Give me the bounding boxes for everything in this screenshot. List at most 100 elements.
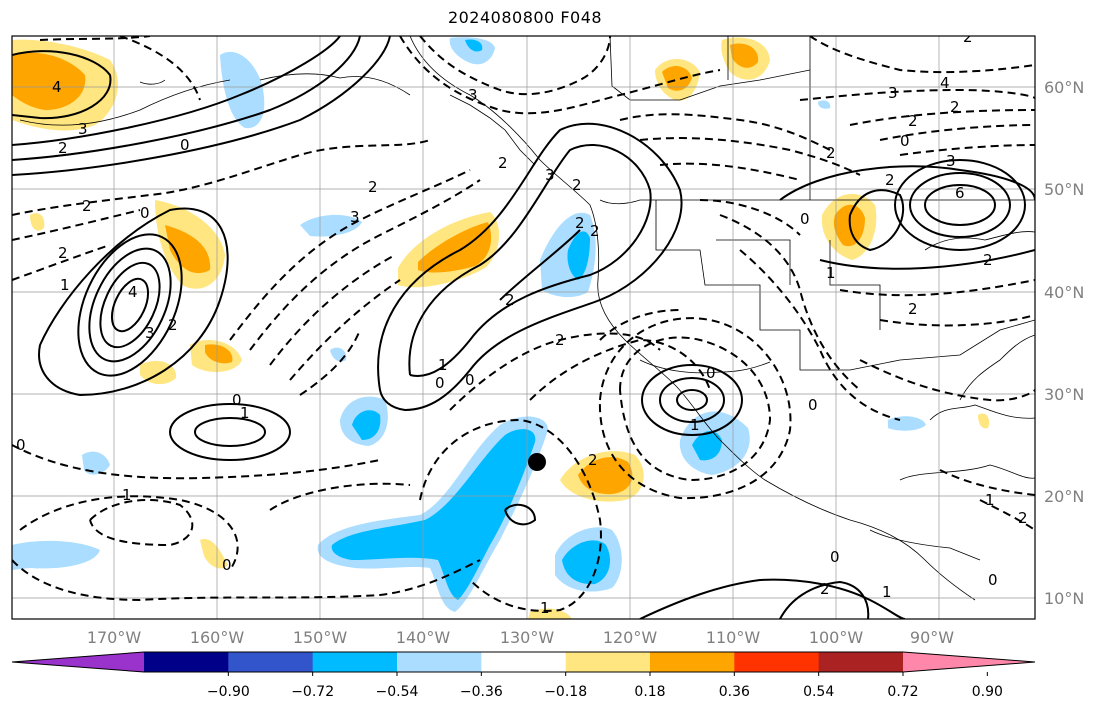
colorbar-bin <box>481 652 567 672</box>
shade-pos-dark <box>205 344 233 364</box>
contour-label: 2 <box>908 300 918 318</box>
colorbar-extend-low <box>12 652 144 672</box>
contour-label: 2 <box>575 214 585 232</box>
lat-tick-label: 30°N <box>1044 385 1084 404</box>
contour-label: 2 <box>820 580 830 598</box>
colorbar-tick-label: 0.18 <box>634 684 665 700</box>
contour-label: 2 <box>950 98 960 116</box>
shade-pos-light <box>978 413 990 429</box>
contour-label: 1 <box>985 491 995 509</box>
contour-label: 2 <box>908 112 918 130</box>
contour-label: 3 <box>946 152 956 170</box>
contour-label: 0 <box>222 556 232 574</box>
shade-pos-dark <box>165 225 211 274</box>
lon-tick-label: 130°W <box>500 628 555 647</box>
lat-tick-label: 40°N <box>1044 283 1084 302</box>
contour-label: 2 <box>168 316 178 334</box>
longitude-axis: 170°W 160°W 150°W 140°W 130°W 120°W 110°… <box>87 628 954 647</box>
solid-contours <box>12 36 1035 619</box>
contour-label: 0 <box>232 391 242 409</box>
contour-label: 2 <box>498 154 508 172</box>
contour-label: 0 <box>706 364 716 382</box>
colorbar-ticks: −0.90 −0.72 −0.54 −0.36 −0.18 0.18 0.36 0.54 0.7… <box>207 672 1003 700</box>
shade-neg-dark <box>331 429 536 600</box>
lon-tick-label: 170°W <box>87 628 142 647</box>
contour-label: 2 <box>368 178 378 196</box>
contour-label: 2 <box>826 144 836 162</box>
colorbar-bin <box>144 652 229 672</box>
colorbar-tick-label: −0.36 <box>460 684 503 700</box>
shade-neg-dark <box>567 231 590 280</box>
contour-label: 2 <box>58 139 68 157</box>
lon-tick-label: 100°W <box>809 628 864 647</box>
lat-tick-label: 60°N <box>1044 78 1084 97</box>
shade-neg-dark <box>465 39 483 52</box>
colorbar-extend-high <box>903 652 1035 672</box>
contour-label: 4 <box>128 283 138 301</box>
shade-pos-dark <box>730 43 759 68</box>
lat-tick-label: 10°N <box>1044 589 1084 608</box>
lon-tick-label: 150°W <box>293 628 348 647</box>
colorbar-bin <box>818 652 904 672</box>
contour-label: 2 <box>505 291 515 309</box>
lon-tick-label: 140°W <box>396 628 451 647</box>
shade-neg-light <box>449 37 495 65</box>
contour-label: 0 <box>830 548 840 566</box>
contour-label: 4 <box>52 78 62 96</box>
contour-label: 3 <box>78 120 88 138</box>
colorbar-bin <box>312 652 398 672</box>
colorbar-outline <box>11 651 1036 673</box>
colorbar-tick-label: 0.72 <box>887 684 918 700</box>
contour-label: 2 <box>983 251 993 269</box>
shade-neg-light <box>220 51 265 129</box>
contour-label: 6 <box>955 184 965 202</box>
shade-neg-light <box>300 214 362 237</box>
contour-label: 3 <box>545 166 555 184</box>
contour-label: 2 <box>963 28 973 46</box>
contour-label: 1 <box>690 416 700 434</box>
shade-neg-dark <box>352 410 381 440</box>
storm-center-marker <box>528 453 546 471</box>
contour-label: 2 <box>1018 509 1028 527</box>
contour-label: 2 <box>82 197 92 215</box>
colorbar-bin <box>565 652 651 672</box>
colorbar <box>11 651 1036 673</box>
shading-layer <box>12 37 990 619</box>
contour-label: 0 <box>900 132 910 150</box>
latitude-axis: 60°N 50°N 40°N 30°N 20°N 10°N <box>1044 78 1084 608</box>
contour-label: 4 <box>940 74 950 92</box>
shade-pos-dark <box>578 457 633 495</box>
contour-label: 3 <box>468 86 478 104</box>
colorbar-tick-label: 0.36 <box>719 684 750 700</box>
contour-labels: 4 3 2 0 2 2 1 4 3 2 0 1 2 3 3 2 0 2 2 1 … <box>16 28 1028 617</box>
contour-label: 0 <box>140 204 150 222</box>
shade-neg-dark <box>692 430 722 461</box>
contour-label: 3 <box>145 324 155 342</box>
colorbar-bin <box>397 652 482 672</box>
contour-label: 1 <box>122 486 132 504</box>
contour-label: 0 <box>435 374 445 392</box>
lon-tick-label: 90°W <box>910 628 954 647</box>
shade-neg-light <box>12 540 100 570</box>
contour-label: 2 <box>572 176 582 194</box>
shade-pos-dark <box>12 52 86 110</box>
contour-label: 1 <box>60 276 70 294</box>
colorbar-tick-label: 0.90 <box>972 684 1003 700</box>
colorbar-bin <box>650 652 735 672</box>
colorbar-tick-label: −0.54 <box>376 684 419 700</box>
contour-label: 3 <box>350 208 360 226</box>
lon-tick-label: 160°W <box>190 628 245 647</box>
lon-tick-label: 110°W <box>706 628 761 647</box>
colorbar-bin <box>228 652 314 672</box>
contour-label: 1 <box>438 356 448 374</box>
plot-frame <box>11 35 1036 620</box>
contour-label: 1 <box>540 599 550 617</box>
contour-label: 3 <box>888 84 898 102</box>
contour-label: 0 <box>800 210 810 228</box>
contour-label: 2 <box>590 222 600 240</box>
coastlines <box>19 36 1035 601</box>
shade-pos-light <box>528 608 572 619</box>
dashed-contours <box>12 36 1035 612</box>
contour-label: 1 <box>240 404 250 422</box>
